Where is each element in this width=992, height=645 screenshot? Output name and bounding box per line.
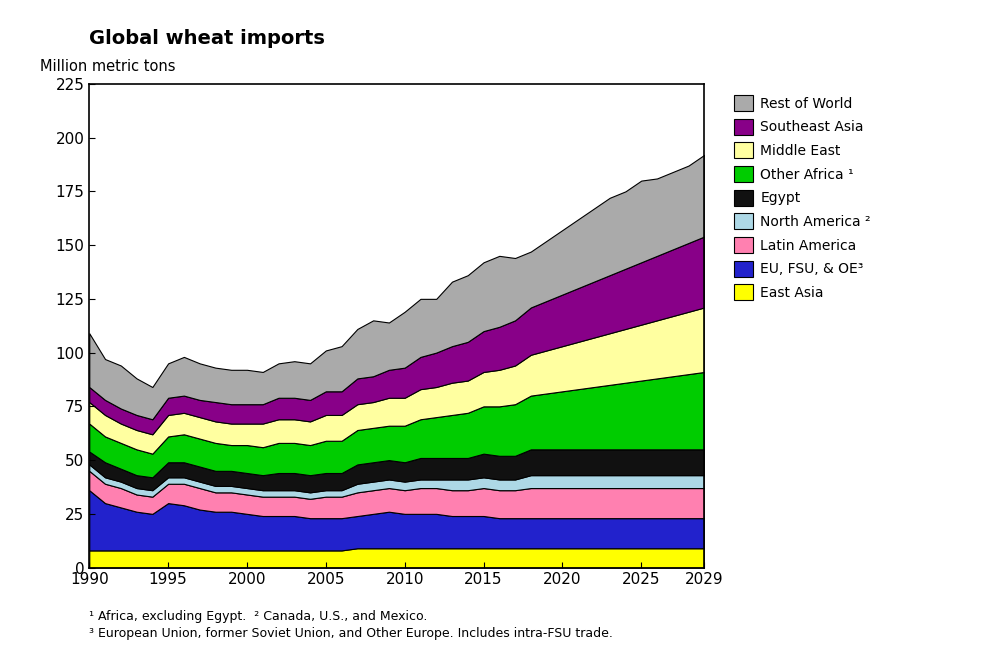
Text: Million metric tons: Million metric tons	[40, 59, 176, 74]
Text: Global wheat imports: Global wheat imports	[89, 30, 325, 48]
Text: ³ European Union, former Soviet Union, and Other Europe. Includes intra-FSU trad: ³ European Union, former Soviet Union, a…	[89, 627, 613, 640]
Legend: Rest of World, Southeast Asia, Middle East, Other Africa ¹, Egypt, North America: Rest of World, Southeast Asia, Middle Ea…	[730, 91, 875, 304]
Text: ¹ Africa, excluding Egypt.  ² Canada, U.S., and Mexico.: ¹ Africa, excluding Egypt. ² Canada, U.S…	[89, 610, 428, 622]
